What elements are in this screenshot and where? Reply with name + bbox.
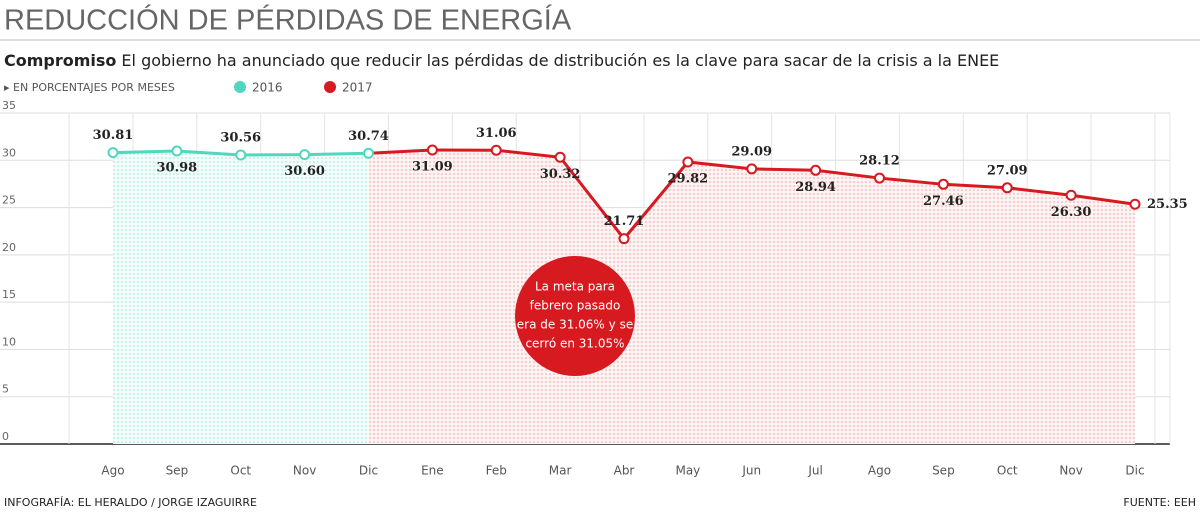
data-label: 31.06 [476, 126, 517, 141]
annotation-circle [515, 256, 635, 376]
data-label: 30.60 [284, 164, 325, 179]
x-tick-label: Oct [997, 464, 1018, 478]
point [490, 144, 502, 156]
x-tick-label: Nov [1059, 464, 1082, 478]
x-tick-label: Jun [741, 464, 761, 478]
annotation-text: La meta para [535, 280, 615, 294]
y-tick-label: 10 [2, 335, 16, 348]
x-tick-label: Ago [868, 464, 891, 478]
legend-swatch [234, 81, 246, 93]
point [682, 156, 694, 168]
point [299, 149, 311, 161]
data-label: 27.09 [987, 163, 1028, 178]
y-tick-label: 20 [2, 241, 16, 254]
data-label: 21.71 [604, 214, 645, 229]
data-label: 30.74 [348, 129, 389, 144]
x-tick-label: Feb [486, 464, 507, 478]
y-tick-label: 15 [2, 288, 16, 301]
y-axis-label: ▸ EN PORCENTAJES POR MESES [4, 81, 175, 94]
y-tick-label: 5 [2, 383, 9, 396]
chart-title: REDUCCIÓN DE PÉRDIDAS DE ENERGÍA [4, 4, 572, 37]
x-tick-label: Abr [614, 464, 635, 478]
source: FUENTE: EEH [1123, 496, 1196, 509]
legend-label: 2017 [342, 81, 373, 95]
data-label: 28.12 [859, 154, 900, 169]
point [235, 149, 247, 161]
point [618, 233, 630, 245]
point [363, 147, 374, 159]
data-label: 26.30 [1051, 205, 1092, 220]
subtitle-lead: Compromiso [4, 51, 116, 70]
point [1129, 198, 1141, 210]
area [113, 151, 369, 445]
x-tick-label: Jul [807, 464, 822, 478]
y-tick-label: 30 [2, 146, 16, 159]
data-label: 29.09 [731, 144, 772, 159]
point [426, 144, 438, 156]
y-tick-label: 35 [2, 99, 16, 112]
annotation-text: febrero pasado [530, 299, 621, 313]
data-label: 27.46 [923, 194, 964, 209]
x-tick-label: Dic [1125, 464, 1144, 478]
data-label: 25.35 [1147, 197, 1188, 212]
x-tick-label: Sep [166, 464, 189, 478]
credit: INFOGRAFÍA: EL HERALDO / JORGE IZAGUIRRE [4, 496, 257, 509]
annotation-text: cerró en 31.05% [525, 337, 624, 351]
point [554, 151, 566, 163]
legend-label: 2016 [252, 81, 283, 95]
x-tick-label: Nov [293, 464, 316, 478]
data-label: 30.98 [157, 161, 198, 176]
point [1065, 189, 1077, 201]
x-tick-label: Ene [421, 464, 444, 478]
point [874, 172, 885, 184]
point [107, 147, 119, 159]
legend-swatch [324, 81, 336, 93]
point [810, 164, 822, 176]
annotation-text: era de 31.06% y se [517, 318, 633, 332]
point [746, 163, 758, 175]
data-label: 30.81 [93, 128, 134, 143]
connector [368, 148, 433, 155]
x-tick-label: Mar [549, 464, 572, 478]
subtitle: Compromiso El gobierno ha anunciado que r… [4, 51, 999, 70]
x-tick-label: Ago [101, 464, 124, 478]
data-label: 31.09 [412, 159, 453, 174]
x-tick-label: Oct [230, 464, 251, 478]
data-label: 28.94 [795, 180, 836, 195]
y-tick-label: 0 [2, 430, 9, 443]
y-tick-label: 25 [2, 194, 16, 207]
point [937, 178, 949, 190]
subtitle-text: El gobierno ha anunciado que reducir las… [121, 51, 999, 70]
series-line [432, 148, 1136, 242]
x-tick-label: May [675, 464, 700, 478]
y-label: EN PORCENTAJES POR MESES [13, 81, 175, 94]
data-label: 29.82 [668, 171, 709, 186]
x-tick-label: Dic [359, 464, 378, 478]
point [171, 145, 183, 157]
data-label: 30.32 [540, 167, 581, 182]
point [1001, 182, 1013, 194]
data-label: 30.56 [220, 130, 261, 145]
x-tick-label: Sep [932, 464, 955, 478]
area [368, 149, 1135, 445]
